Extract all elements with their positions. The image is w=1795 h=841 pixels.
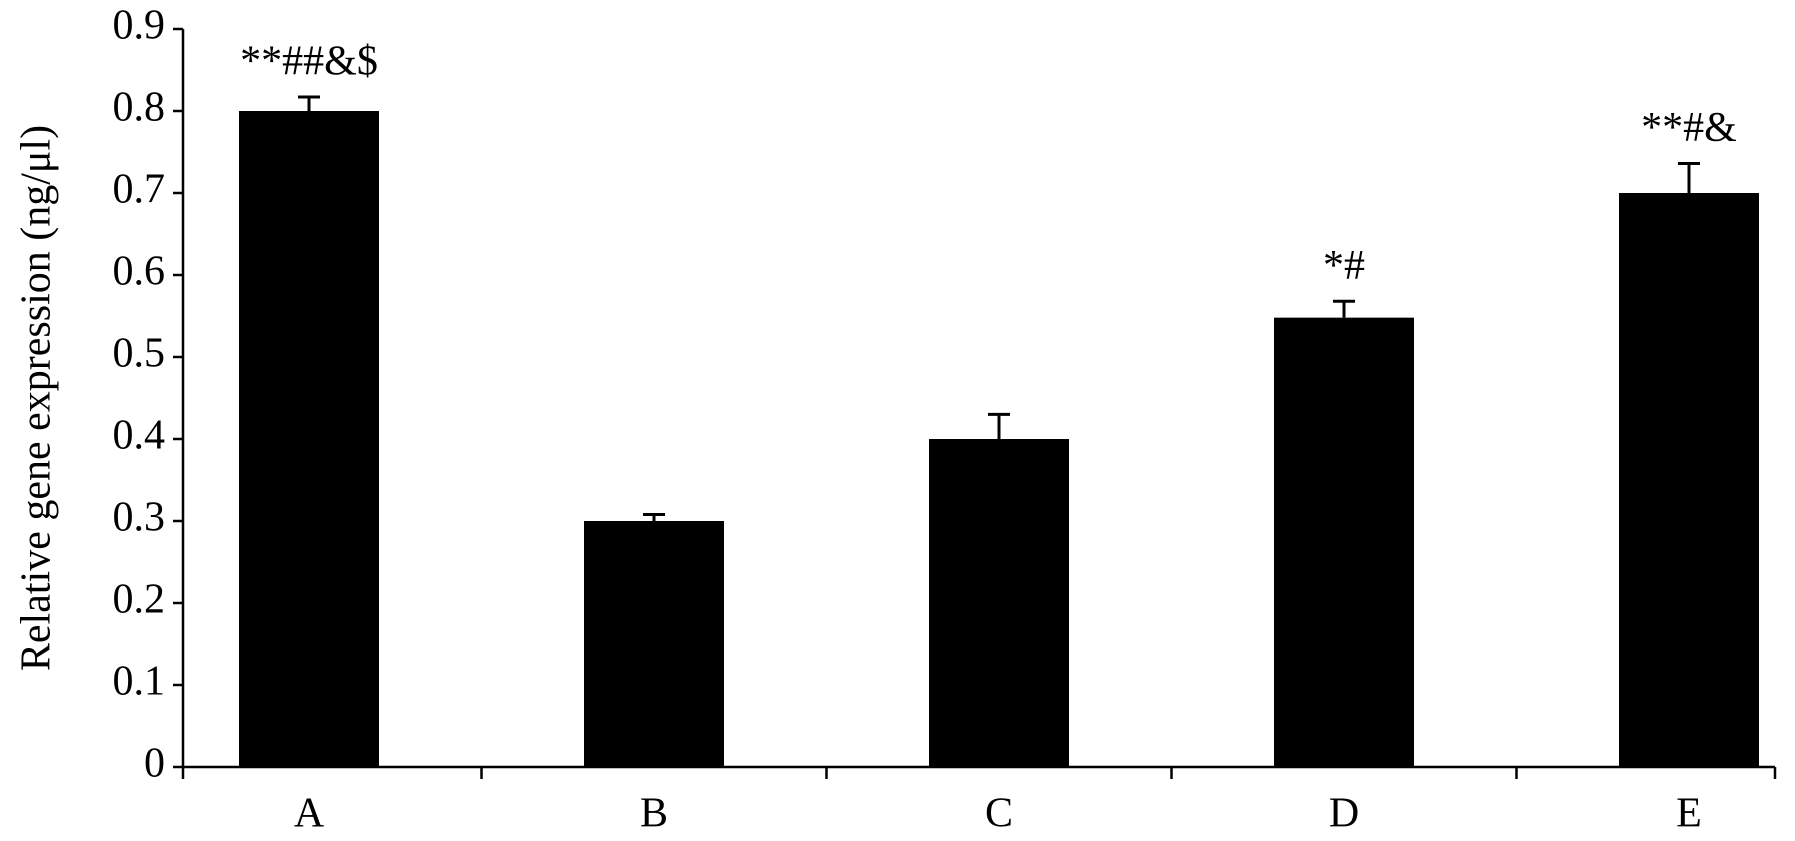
bar xyxy=(929,439,1069,767)
annotation: **##&$ xyxy=(240,39,378,85)
y-tick-label: 0.9 xyxy=(113,3,166,49)
y-tick-label: 0.6 xyxy=(113,249,166,295)
x-tick-label: D xyxy=(1329,791,1359,837)
x-tick-label: A xyxy=(294,791,325,837)
bar xyxy=(584,521,724,767)
annotation: **#& xyxy=(1641,105,1737,151)
y-tick-label: 0.3 xyxy=(113,495,166,541)
x-tick-label: E xyxy=(1676,791,1702,837)
y-tick-label: 0.4 xyxy=(113,413,166,459)
bar xyxy=(239,111,379,767)
bar xyxy=(1274,317,1414,767)
y-tick-label: 0.2 xyxy=(113,577,166,623)
annotation: *# xyxy=(1323,243,1365,289)
y-tick-label: 0.1 xyxy=(113,659,166,705)
x-tick-label: B xyxy=(640,791,668,837)
y-axis-label: Relative gene expression (ng/μl) xyxy=(14,125,60,671)
bar xyxy=(1619,193,1759,767)
y-tick-label: 0 xyxy=(144,741,165,787)
y-tick-label: 0.8 xyxy=(113,85,166,131)
y-tick-label: 0.5 xyxy=(113,331,166,377)
y-tick-label: 0.7 xyxy=(113,167,166,213)
x-tick-label: C xyxy=(985,791,1013,837)
